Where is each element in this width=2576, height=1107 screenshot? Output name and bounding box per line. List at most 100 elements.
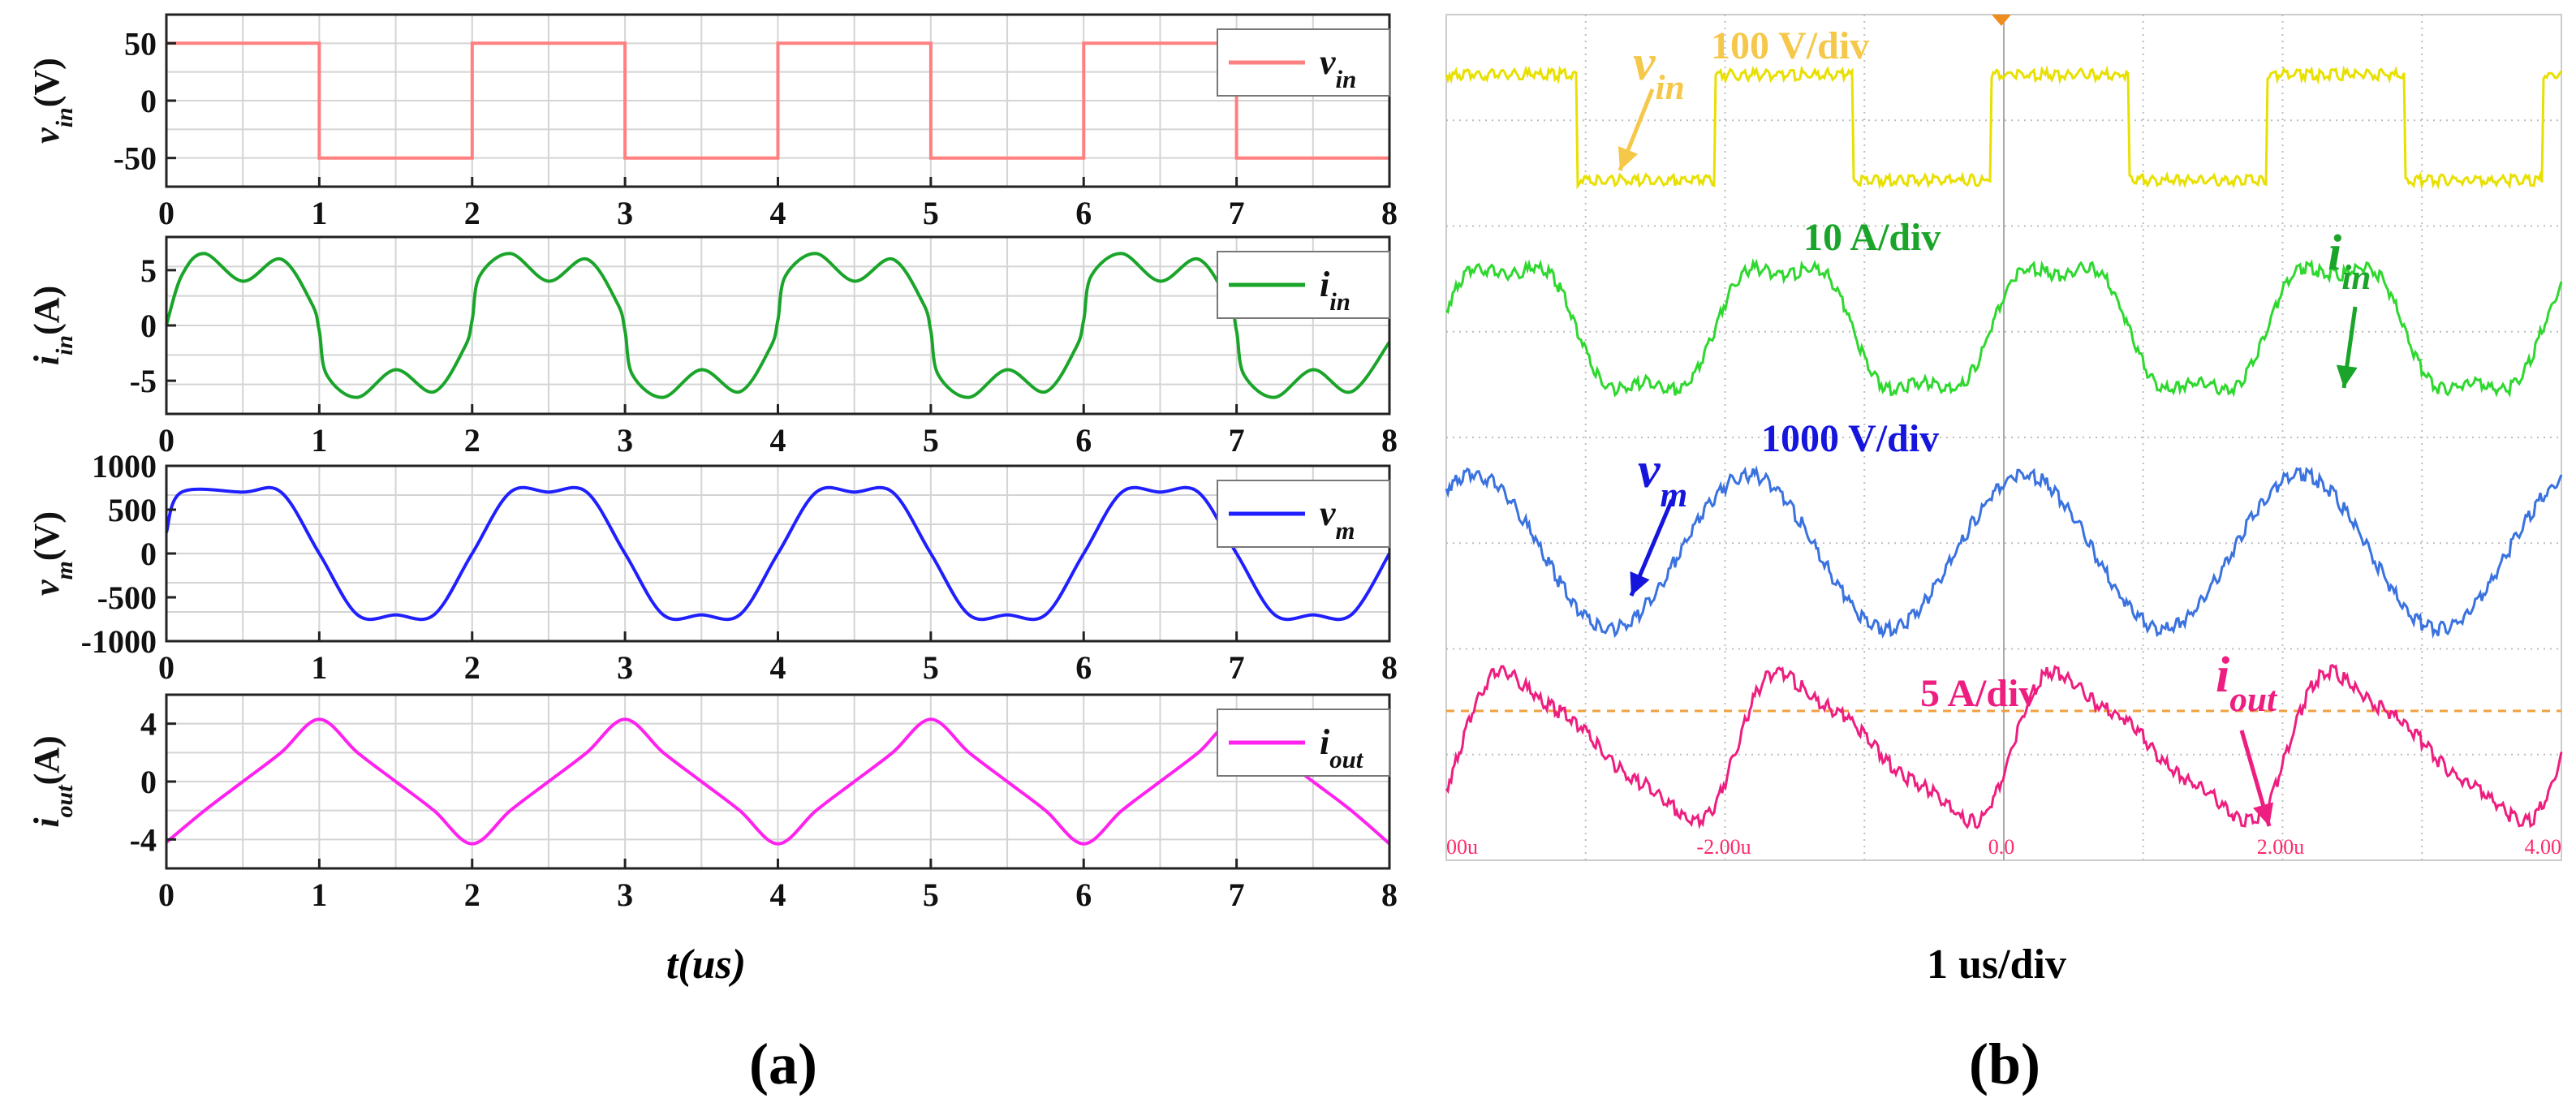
scale-label-iout: 5 A/div <box>1920 672 2038 715</box>
legend-iin: iin <box>1217 251 1390 319</box>
scope-time-readout: 4.00 <box>2525 835 2562 859</box>
x-tick-label: 0 <box>158 877 174 913</box>
scope-time-readout: 0.0 <box>1988 835 2015 859</box>
legend-vin: vin <box>1217 28 1390 97</box>
x-tick-label: 6 <box>1075 649 1092 686</box>
y-tick-label: 0 <box>140 764 157 800</box>
legend-label: iin <box>1320 265 1350 316</box>
x-tick-label: 0 <box>158 195 174 231</box>
scope-time-readout: -2.00u <box>1696 835 1751 859</box>
arrow-vm-head <box>1630 571 1650 596</box>
name-label-vin: vin <box>1633 36 1685 107</box>
x-tick-label: 8 <box>1381 422 1398 459</box>
y-axis-label-vin: vin(V) <box>27 58 78 144</box>
scale-label-vm: 1000 V/div <box>1761 417 1939 460</box>
scope-trace-iin <box>1445 257 2563 398</box>
x-tick-label: 2 <box>464 422 480 459</box>
scope-trace-vin <box>1445 65 2563 191</box>
x-tick-label: 7 <box>1229 195 1245 231</box>
arrow-vin-head <box>1618 146 1639 170</box>
y-axis-label-vm: vm(V) <box>27 511 78 596</box>
name-label-iin: iin <box>2328 226 2371 297</box>
y-axis-label-iin: iin(A) <box>27 286 78 365</box>
x-tick-label: 8 <box>1381 877 1398 913</box>
scope-timebase: 1 us/div <box>1927 941 2066 988</box>
y-axis-label-iout: iout(A) <box>27 735 78 827</box>
series-line-iout <box>165 717 1391 846</box>
legend-label: iout <box>1320 722 1364 773</box>
y-tick-label: 0 <box>140 83 157 119</box>
x-tick-label: 4 <box>770 877 786 913</box>
panel-a-caption: (a) <box>749 1032 817 1096</box>
x-tick-label: 2 <box>464 877 480 913</box>
x-tick-label: 1 <box>311 422 327 459</box>
x-tick-label: 7 <box>1229 649 1245 686</box>
scope-trigger-marker-icon <box>1992 15 2011 26</box>
x-tick-label: 3 <box>617 422 633 459</box>
x-tick-label: 8 <box>1381 649 1398 686</box>
legend-label: vin <box>1320 42 1356 93</box>
y-tick-label: -50 <box>114 140 157 177</box>
series-line-vin <box>166 41 1389 160</box>
panel-a-x-axis-label: t(us) <box>666 941 746 988</box>
legend-iout: iout <box>1217 709 1390 777</box>
x-tick-label: 4 <box>770 422 786 459</box>
x-tick-label: 5 <box>923 422 939 459</box>
name-label-vm: vm <box>1638 443 1687 515</box>
x-tick-label: 5 <box>923 877 939 913</box>
series-line-vm <box>165 485 1391 622</box>
x-tick-label: 5 <box>923 195 939 231</box>
scope-trace-line-iout <box>1445 663 2563 830</box>
name-label-iout: iout <box>2216 648 2278 719</box>
y-tick-label: 0 <box>140 308 157 344</box>
x-tick-label: 6 <box>1075 195 1092 231</box>
x-tick-label: 1 <box>311 649 327 686</box>
y-tick-label: 500 <box>108 492 157 528</box>
scope-trace-line-vin <box>1445 65 2563 191</box>
y-tick-label: 5 <box>140 252 157 289</box>
x-tick-label: 4 <box>770 195 786 231</box>
y-tick-label: -4 <box>130 821 157 858</box>
x-tick-label: 3 <box>617 877 633 913</box>
y-tick-label: 1000 <box>92 448 157 485</box>
arrow-iout-head <box>2252 802 2274 826</box>
x-tick-label: 2 <box>464 195 480 231</box>
x-tick-label: 1 <box>311 195 327 231</box>
arrow-iin-head <box>2336 364 2358 388</box>
scale-label-iin: 10 A/div <box>1803 216 1941 259</box>
scope-trace-vm <box>1445 465 2563 640</box>
x-tick-label: 3 <box>617 195 633 231</box>
y-tick-label: 50 <box>124 25 157 62</box>
x-tick-label: 1 <box>311 877 327 913</box>
series-line-iin <box>165 252 1391 399</box>
x-tick-label: 0 <box>158 422 174 459</box>
x-tick-label: 0 <box>158 649 174 686</box>
panel-b-oscilloscope: 00u -2.00u 0.0 2.00u 4.00 100 V/div vin 10 A/d… <box>1445 14 2563 861</box>
scope-traces <box>1445 65 2563 830</box>
scope-trace-line-vm <box>1445 465 2563 640</box>
x-tick-label: 2 <box>464 649 480 686</box>
legend-label: vm <box>1320 493 1355 545</box>
x-tick-label: 5 <box>923 649 939 686</box>
y-tick-label: -500 <box>97 579 157 616</box>
scope-time-readouts: 00u -2.00u 0.0 2.00u 4.00 <box>1446 835 2561 859</box>
scope-grid <box>1446 15 2561 860</box>
scope-trace-line-iin <box>1445 257 2563 398</box>
scope-annotations: 100 V/div vin 10 A/div iin 1000 V/div vm 5 A/d… <box>1618 24 2371 827</box>
y-tick-label: -5 <box>130 363 157 399</box>
scope-time-readout: 00u <box>1446 835 1478 859</box>
panel-b-caption: (b) <box>1969 1032 2040 1096</box>
scale-label-vin: 100 V/div <box>1711 24 1869 67</box>
x-tick-label: 8 <box>1381 195 1398 231</box>
y-tick-label: -1000 <box>81 623 157 660</box>
x-tick-label: 7 <box>1229 877 1245 913</box>
x-tick-label: 3 <box>617 649 633 686</box>
legend-vm: vm <box>1217 480 1390 548</box>
x-tick-label: 7 <box>1229 422 1245 459</box>
